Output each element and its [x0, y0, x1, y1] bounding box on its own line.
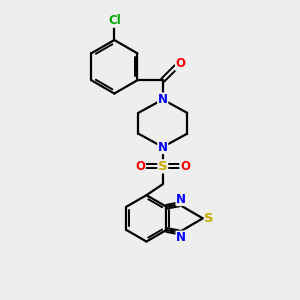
Text: O: O [180, 160, 190, 173]
Text: N: N [158, 93, 168, 106]
Text: N: N [176, 231, 186, 244]
Text: O: O [176, 57, 186, 70]
Text: O: O [136, 160, 146, 173]
Text: S: S [205, 212, 214, 225]
Text: N: N [176, 193, 186, 206]
Text: S: S [158, 160, 168, 173]
Text: Cl: Cl [108, 14, 121, 27]
Text: N: N [158, 140, 168, 154]
